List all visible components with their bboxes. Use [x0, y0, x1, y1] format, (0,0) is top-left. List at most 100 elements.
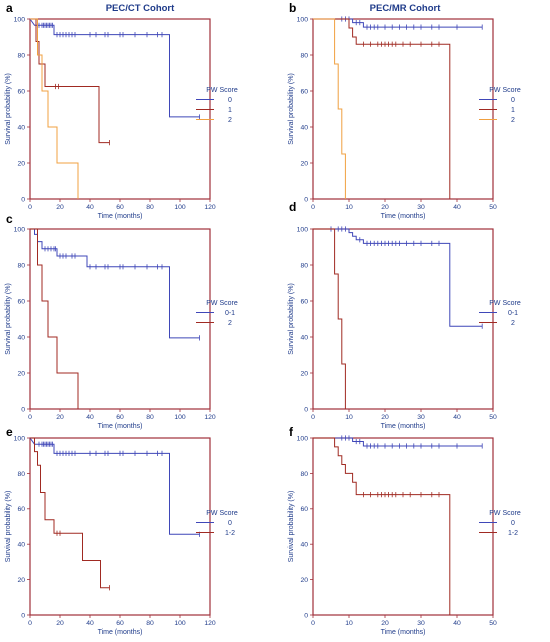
legend-entry: 1	[511, 107, 515, 114]
x-tick-label: 20	[381, 620, 389, 627]
x-axis-label: Time (months)	[98, 629, 143, 636]
y-tick-label: 0	[21, 196, 25, 203]
legend-title: PW Score	[489, 300, 521, 307]
y-axis-label: Survival probability (%)	[288, 491, 295, 563]
y-tick-label: 0	[21, 612, 25, 619]
y-tick-label: 60	[17, 506, 25, 513]
y-tick-label: 60	[300, 298, 308, 305]
y-tick-label: 100	[297, 226, 309, 233]
x-axis-label: Time (months)	[381, 213, 426, 220]
y-tick-label: 60	[17, 88, 25, 95]
series-0	[29, 18, 200, 120]
legend: PW Score 0-1 2	[196, 300, 238, 327]
x-tick-label: 10	[345, 414, 353, 421]
y-tick-label: 40	[17, 542, 25, 549]
x-axis-label: Time (months)	[98, 423, 143, 430]
legend-title: PW Score	[489, 510, 521, 517]
column-title-mr: PEC/MR Cohort	[370, 3, 442, 14]
y-tick-label: 0	[304, 196, 308, 203]
y-tick-label: 40	[17, 334, 25, 341]
x-axis-label: Time (months)	[98, 213, 143, 220]
x-tick-label: 20	[56, 620, 64, 627]
y-tick-label: 20	[17, 577, 25, 584]
y-axis-label: Survival probability (%)	[5, 491, 12, 563]
x-tick-label: 120	[204, 414, 216, 421]
series-0-1	[313, 226, 483, 329]
survival-curve-1-2	[313, 437, 451, 615]
y-tick-label: 100	[297, 435, 309, 442]
series-0	[29, 437, 200, 537]
x-tick-label: 30	[417, 204, 425, 211]
x-tick-label: 0	[311, 620, 315, 627]
x-tick-label: 20	[381, 204, 389, 211]
y-tick-label: 0	[304, 612, 308, 619]
x-tick-label: 100	[174, 414, 186, 421]
legend-entry: 0-1	[508, 310, 518, 317]
series-2	[30, 18, 79, 199]
panel-letter: d	[289, 200, 296, 214]
legend: PW Score 0 1-2	[479, 510, 521, 537]
y-axis-label: Survival probability (%)	[5, 283, 12, 355]
x-tick-label: 20	[56, 204, 64, 211]
x-tick-label: 20	[56, 414, 64, 421]
series-1-2	[313, 437, 451, 615]
km-panel-c: c 0 20 40 60 80 100 0 20 40 60 80 100 120 Time (months…	[5, 212, 238, 430]
series-2	[30, 228, 79, 409]
legend-entry: 0	[228, 97, 232, 104]
y-tick-label: 100	[14, 435, 26, 442]
legend-entry: 0	[511, 97, 515, 104]
legend-entry: 2	[228, 320, 232, 327]
x-tick-label: 50	[489, 414, 497, 421]
survival-curve-2	[313, 228, 346, 409]
y-tick-label: 60	[300, 88, 308, 95]
x-tick-label: 40	[453, 204, 461, 211]
legend: PW Score 0 1 2	[479, 87, 521, 124]
legend-entry: 0-1	[225, 310, 235, 317]
series-0	[313, 16, 483, 30]
plot-frame	[29, 18, 211, 200]
legend-entry: 1	[228, 107, 232, 114]
y-tick-label: 60	[300, 506, 308, 513]
y-tick-label: 80	[17, 471, 25, 478]
y-tick-label: 100	[14, 16, 26, 23]
legend: PW Score 0 1-2	[196, 510, 238, 537]
survival-curve-1-2	[30, 437, 110, 589]
x-tick-label: 80	[146, 620, 154, 627]
x-tick-label: 40	[453, 620, 461, 627]
survival-curve-0-1	[30, 228, 200, 339]
legend-entry: 1-2	[225, 530, 235, 537]
plot-frame	[29, 437, 211, 616]
x-tick-label: 0	[311, 414, 315, 421]
panel-letter: a	[6, 1, 13, 15]
legend-entry: 0	[511, 520, 515, 527]
x-tick-label: 100	[174, 620, 186, 627]
y-tick-label: 0	[304, 406, 308, 413]
x-tick-label: 40	[453, 414, 461, 421]
x-tick-label: 0	[28, 620, 32, 627]
y-tick-label: 20	[17, 370, 25, 377]
survival-curve-1	[313, 18, 451, 199]
panel-letter: f	[289, 425, 294, 439]
legend-entry: 2	[511, 320, 515, 327]
x-axis-label: Time (months)	[381, 423, 426, 430]
plot-frame	[312, 228, 494, 410]
survival-curve-0-1	[313, 228, 483, 327]
y-tick-label: 80	[300, 52, 308, 59]
y-tick-label: 80	[300, 262, 308, 269]
series-1	[313, 18, 451, 199]
legend-entry: 2	[511, 117, 515, 124]
panel-letter: e	[6, 425, 13, 439]
x-tick-label: 60	[116, 204, 124, 211]
x-tick-label: 20	[381, 414, 389, 421]
legend-entry: 1-2	[508, 530, 518, 537]
legend-entry: 0	[228, 520, 232, 527]
legend-title: PW Score	[206, 300, 238, 307]
x-tick-label: 10	[345, 620, 353, 627]
panel-letter: c	[6, 212, 13, 226]
y-axis-label: Survival probability (%)	[5, 73, 12, 145]
y-tick-label: 40	[300, 542, 308, 549]
y-tick-label: 80	[17, 262, 25, 269]
